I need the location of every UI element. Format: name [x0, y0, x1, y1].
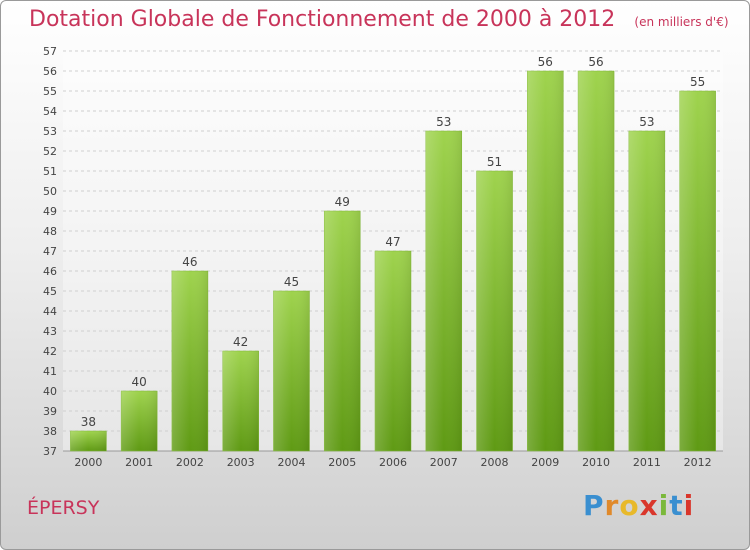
x-tick-label: 2011	[633, 456, 661, 469]
value-label: 46	[182, 255, 197, 269]
y-tick-label: 48	[43, 225, 57, 238]
value-label: 49	[335, 195, 350, 209]
x-tick-label: 2012	[684, 456, 712, 469]
value-label: 53	[639, 115, 654, 129]
x-tick-label: 2010	[582, 456, 610, 469]
x-tick-label: 2001	[125, 456, 153, 469]
x-axis-labels: 2000 2001 2002 2003 2004 2005 2006 2007 2008 2009…	[74, 456, 711, 469]
y-tick-label: 43	[43, 325, 57, 338]
y-tick-label: 40	[43, 385, 57, 398]
bar-shine-2012	[679, 91, 716, 451]
bar-shine-2010	[578, 71, 615, 451]
logo-letter: i	[658, 489, 670, 522]
bar-shine-2001	[121, 391, 158, 451]
bars	[70, 70, 716, 452]
y-tick-label: 39	[43, 405, 57, 418]
bar-shine-2007	[425, 131, 462, 451]
bar-shine-2009	[527, 71, 564, 451]
value-label: 47	[385, 235, 400, 249]
y-tick-label: 44	[43, 305, 57, 318]
logo-letter: t	[669, 489, 684, 522]
x-tick-label: 2009	[531, 456, 559, 469]
y-tick-label: 54	[43, 105, 57, 118]
y-tick-label: 46	[43, 265, 57, 278]
value-label: 42	[233, 335, 248, 349]
y-tick-label: 53	[43, 125, 57, 138]
y-tick-label: 37	[43, 445, 57, 458]
logo-letter: o	[619, 489, 640, 522]
value-labels: 38 40 46 42 45 49 47 53 51 56 56 53 55	[81, 55, 706, 429]
x-tick-label: 2008	[481, 456, 509, 469]
x-tick-label: 2003	[227, 456, 255, 469]
y-tick-label: 41	[43, 365, 57, 378]
bar-shine-2004	[273, 291, 310, 451]
value-label: 56	[538, 55, 553, 69]
y-tick-label: 42	[43, 345, 57, 358]
bar-shine-2002	[171, 271, 208, 451]
y-tick-label: 55	[43, 85, 57, 98]
commune-name: ÉPERSY	[27, 497, 100, 519]
y-tick-label: 57	[43, 45, 57, 58]
logo-letter: P	[583, 489, 605, 522]
x-tick-label: 2007	[430, 456, 458, 469]
x-tick-label: 2006	[379, 456, 407, 469]
bar-shine-2006	[375, 251, 411, 451]
y-tick-label: 56	[43, 65, 57, 78]
value-label: 55	[690, 75, 705, 89]
bar-shine-2005	[324, 211, 361, 451]
logo-letter: x	[639, 489, 659, 522]
y-tick-label: 50	[43, 185, 57, 198]
value-label: 45	[284, 275, 299, 289]
x-tick-label: 2005	[328, 456, 356, 469]
proxiti-logo: Proxiti	[583, 489, 694, 522]
value-label: 40	[132, 375, 147, 389]
x-tick-label: 2002	[176, 456, 204, 469]
y-tick-label: 51	[43, 165, 57, 178]
y-tick-label: 49	[43, 205, 57, 218]
chart-unit-label: (en milliers d'€)	[634, 15, 729, 29]
bar-shine-2003	[222, 351, 259, 451]
y-tick-label: 38	[43, 425, 57, 438]
y-tick-label: 52	[43, 145, 57, 158]
value-label: 38	[81, 415, 96, 429]
value-label: 51	[487, 155, 502, 169]
bar-shine-2000	[70, 431, 107, 451]
x-tick-label: 2004	[277, 456, 305, 469]
logo-letter: r	[604, 489, 620, 522]
y-axis-labels: 37 38 39 40 41 42 43 44 45 46 47 48 49 50 51 52 53 54 55 56…	[43, 45, 57, 458]
value-label: 53	[436, 115, 451, 129]
y-tick-label: 45	[43, 285, 57, 298]
bar-shine-2008	[476, 171, 513, 451]
logo-letter: i	[683, 489, 695, 522]
bar-shine-2011	[628, 131, 665, 451]
chart-title: Dotation Globale de Fonctionnement de 20…	[29, 7, 616, 32]
y-tick-label: 47	[43, 245, 57, 258]
title-row: Dotation Globale de Fonctionnement de 20…	[29, 7, 729, 32]
x-tick-label: 2000	[74, 456, 102, 469]
value-label: 56	[588, 55, 603, 69]
